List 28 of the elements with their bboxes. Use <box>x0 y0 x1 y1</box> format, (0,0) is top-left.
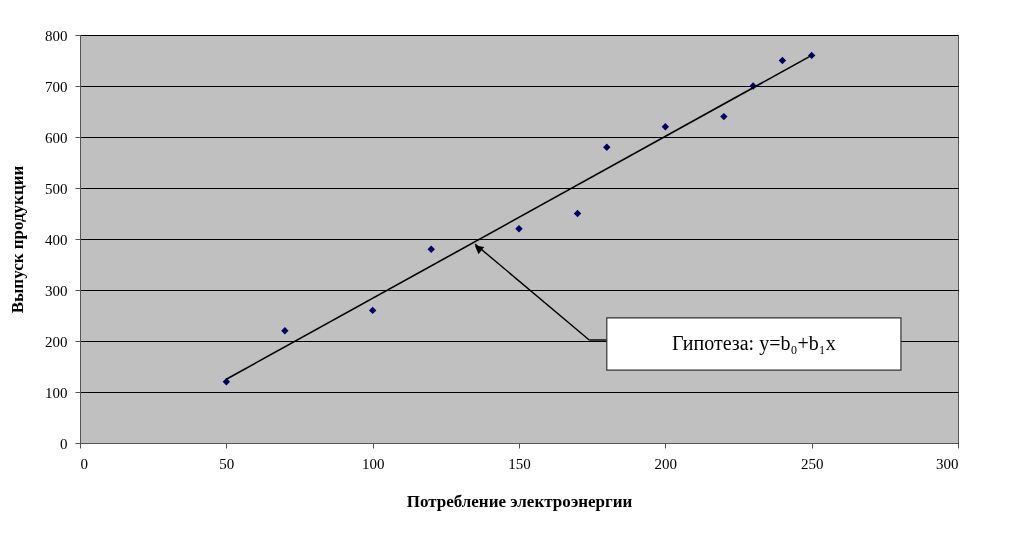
annotation: Гипотеза: y=b₀+b₁x <box>672 332 836 356</box>
y-tick-label: 200 <box>45 333 68 350</box>
x-tick-label: 200 <box>654 455 678 472</box>
y-tick-label: 800 <box>45 27 68 44</box>
x-tick-label: 150 <box>508 455 531 472</box>
x-tick-label: 300 <box>936 455 959 472</box>
point <box>281 327 289 335</box>
x-tick-label: 50 <box>219 455 235 472</box>
x-tick-label: 100 <box>361 455 385 472</box>
point <box>222 378 231 386</box>
y-tick-label: 600 <box>45 129 68 146</box>
point <box>720 112 728 121</box>
point <box>368 306 377 315</box>
y-tick-label: 500 <box>45 180 68 197</box>
y-tick-label: 100 <box>45 384 68 401</box>
y-tick-label: 400 <box>45 231 68 248</box>
point <box>661 123 670 131</box>
x-axis-title: Потребление электроэнергии <box>406 491 633 511</box>
point <box>573 209 582 218</box>
x-tick-label: 0 <box>80 455 88 472</box>
y-tick-label: 0 <box>60 435 68 452</box>
point <box>427 245 435 253</box>
y-axis-title: Выпуск продукции <box>8 165 27 314</box>
point <box>778 56 787 65</box>
y-tick-label: 700 <box>45 78 68 95</box>
point <box>603 143 611 151</box>
x-tick-label: 250 <box>800 455 824 472</box>
y-tick-label: 300 <box>45 282 68 299</box>
